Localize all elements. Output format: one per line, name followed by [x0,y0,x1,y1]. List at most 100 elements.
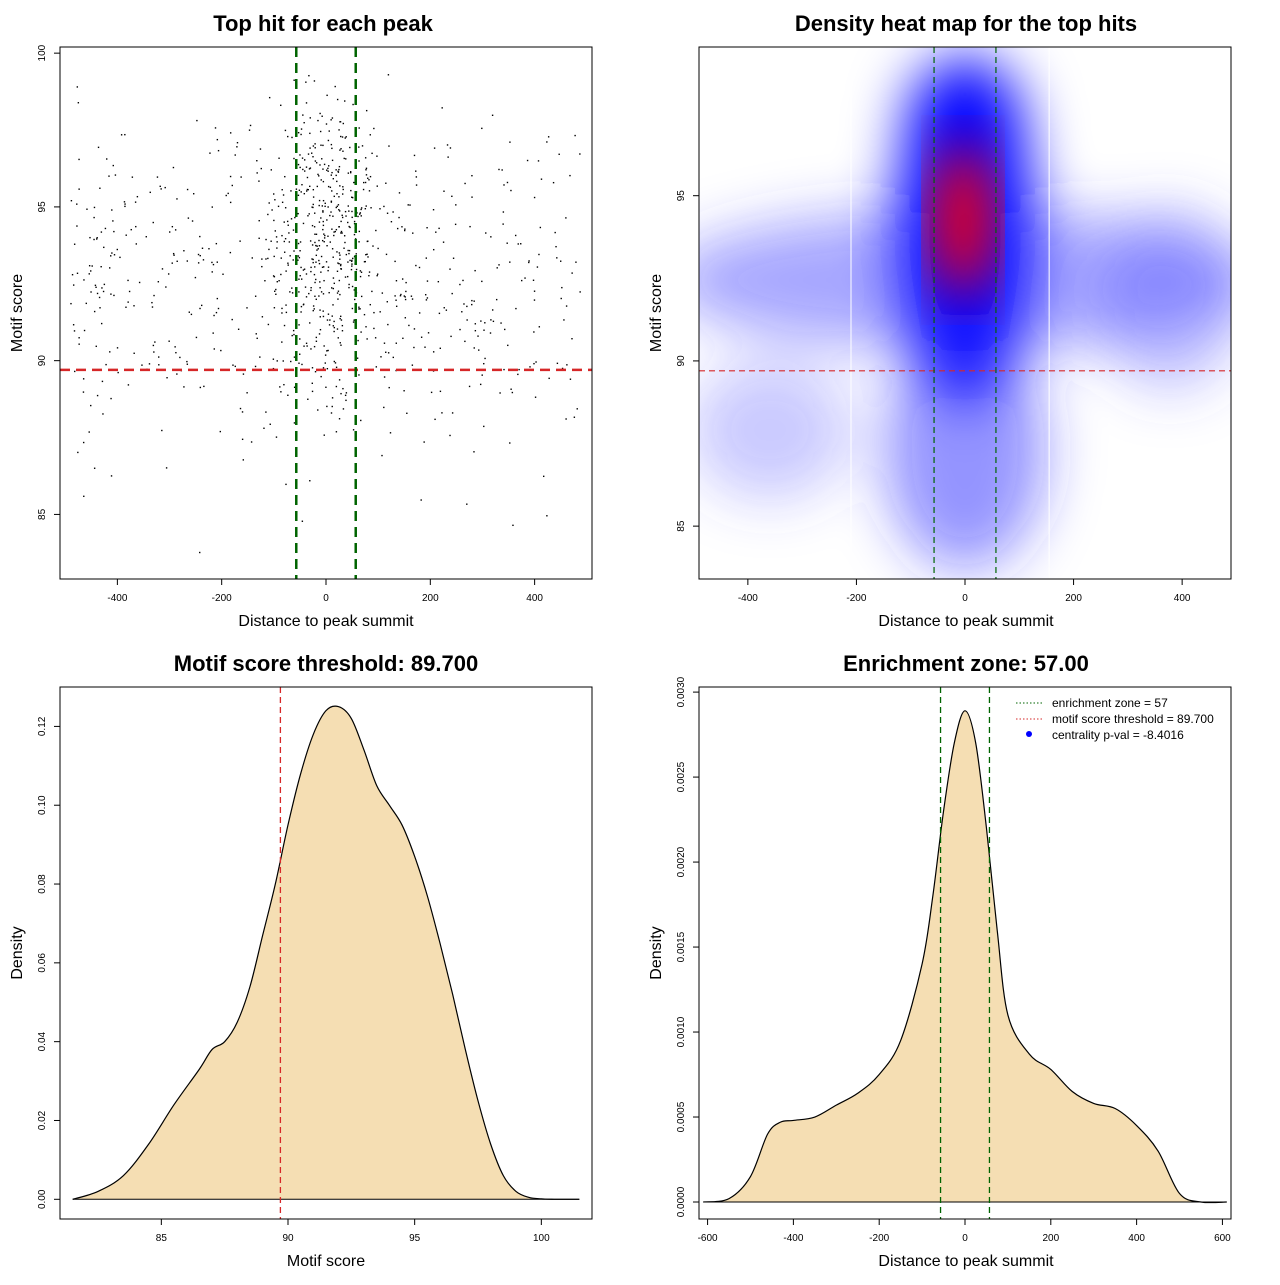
scatter-point [388,145,390,147]
scatter-point [134,201,137,203]
scatter-point [331,159,334,162]
scatter-point [347,261,349,263]
scatter-point [344,276,347,278]
scatter-point [351,196,353,198]
scatter-point [348,210,350,212]
scatter-point [335,206,337,209]
scatter-point [510,189,512,192]
scatter-point [225,194,227,197]
scatter-point [351,307,354,310]
scatter-point [258,237,260,239]
scatter-point [360,215,362,217]
scatter-point [503,184,505,186]
heatmap-panel: Density heat map for the top hits Distan… [648,11,1232,630]
scatter-point [338,226,340,228]
scatter-point [517,243,519,245]
scatter-point [312,196,315,198]
scatter-point [94,284,97,287]
scatter-point [489,332,492,334]
scatter-point [315,261,317,263]
scatter-point [216,297,219,300]
scatter-point [306,176,309,179]
scatter-point [538,253,540,256]
scatter-point [338,279,341,282]
scatter-point [285,270,287,272]
scatter-point [293,333,295,336]
scatter-point [242,373,245,375]
heatmap-title: Density heat map for the top hits [795,11,1137,36]
scatter-point [308,213,310,215]
scatter-point [367,177,369,179]
scatter-point [311,367,314,369]
scatter-point [269,423,271,425]
heat-blob-top [905,60,1025,180]
scatter-point [298,362,300,364]
scatter-point [520,243,522,245]
scatter-point [331,405,333,408]
scatter-point [276,281,278,283]
scatter-point [340,392,342,395]
scatter-point [521,279,523,282]
scatter-point [70,302,72,305]
scatter-point [321,158,323,160]
scatter-point [373,127,375,130]
scatter-point [500,322,502,324]
scatter-point [174,346,176,348]
scatter-point [197,262,200,264]
scatter-point [74,370,76,373]
scatter-point [449,147,452,149]
x-tick-label: 400 [1128,1233,1145,1244]
scatter-point [510,388,512,390]
scatter-point [104,227,107,230]
scatter-point [426,297,429,299]
scatter-point [413,154,416,157]
scatter-point [418,266,421,269]
scatter-point [415,184,418,186]
scatter-point [127,301,129,303]
scatter-point [485,232,487,234]
scatter-point [333,282,335,285]
scatter-point [320,217,322,219]
scatter-point [112,164,114,167]
scatter-point [203,385,205,388]
scatter-point [314,281,316,284]
scatter-point [381,292,384,294]
scatter-point [191,220,194,222]
scatter-point [350,268,353,271]
scatter-point [317,409,319,411]
scatter-point [415,170,417,172]
scatter-point [375,229,377,232]
x-tick-label: 200 [422,593,439,604]
scatter-point [358,308,360,310]
scatter-point [265,238,267,241]
scatter-point [229,175,232,178]
scatter-point [333,231,335,233]
scatter-point [492,320,495,323]
scatter-point [365,169,367,171]
scatter-point [579,291,581,293]
scatter-point [199,551,201,554]
scatter-point [332,325,335,327]
scatter-point [330,200,333,202]
scatter-point [320,375,322,378]
score-density-title: Motif score threshold: 89.700 [174,651,478,676]
y-tick-label: 0.0020 [676,846,687,877]
scatter-point [284,237,287,240]
scatter-xlabel: Distance to peak summit [238,613,414,630]
scatter-point [340,315,342,318]
scatter-point [434,418,436,421]
scatter-point [161,429,163,432]
scatter-point [473,347,475,349]
scatter-point [376,155,378,157]
scatter-point [395,342,397,344]
scatter-point [341,330,344,332]
scatter-point [404,317,407,319]
scatter-point [301,183,303,186]
scatter-point [160,188,162,190]
scatter-point [345,136,347,138]
scatter-point [466,503,468,505]
scatter-point [353,298,356,301]
scatter-point [360,331,362,333]
scatter-point [371,152,373,155]
scatter-point [259,148,262,150]
